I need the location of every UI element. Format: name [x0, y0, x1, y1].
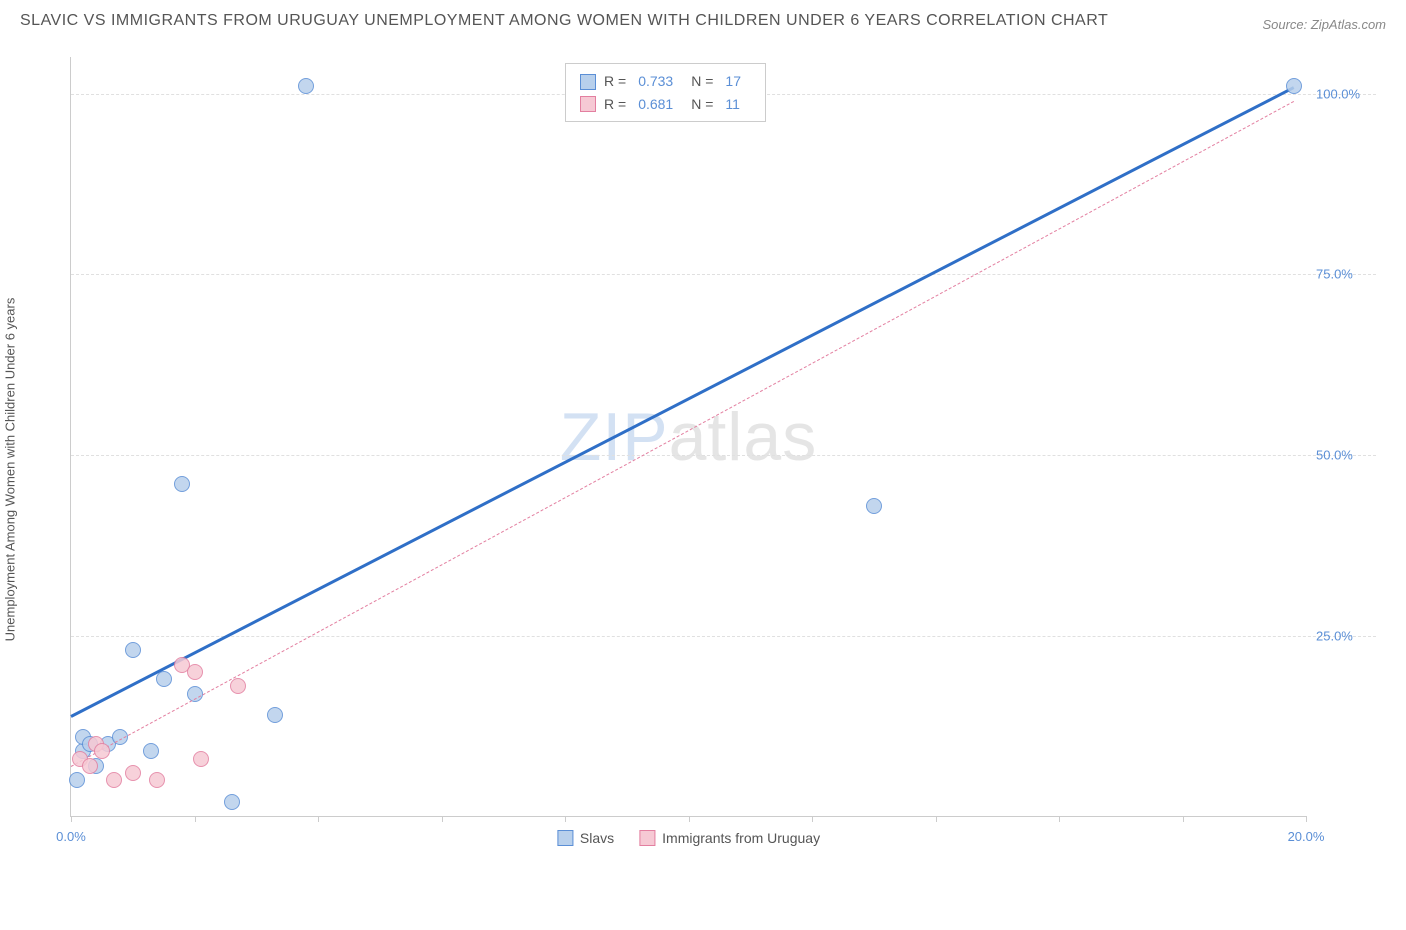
data-point	[187, 664, 203, 680]
data-point	[82, 758, 98, 774]
y-tick-label: 100.0%	[1316, 86, 1376, 101]
legend-n-value: 11	[725, 93, 740, 115]
data-point	[106, 772, 122, 788]
data-point	[193, 751, 209, 767]
grid-line	[71, 636, 1376, 637]
grid-line	[71, 274, 1376, 275]
y-axis-label: Unemployment Among Women with Children U…	[3, 298, 18, 642]
data-point	[69, 772, 85, 788]
data-point	[125, 765, 141, 781]
y-tick-label: 50.0%	[1316, 447, 1376, 462]
x-tick	[689, 816, 690, 822]
y-tick-label: 25.0%	[1316, 628, 1376, 643]
legend-n-label: N =	[691, 70, 713, 92]
y-tick-label: 75.0%	[1316, 267, 1376, 282]
legend-r-label: R =	[604, 93, 626, 115]
series-name: Slavs	[580, 830, 614, 846]
watermark-atlas: atlas	[669, 399, 818, 475]
x-tick	[442, 816, 443, 822]
x-tick	[936, 816, 937, 822]
legend-swatch	[557, 830, 573, 846]
x-tick	[1306, 816, 1307, 822]
data-point	[224, 794, 240, 810]
trend-line	[71, 101, 1294, 767]
grid-line	[71, 455, 1376, 456]
x-tick	[1183, 816, 1184, 822]
data-point	[230, 678, 246, 694]
x-tick	[195, 816, 196, 822]
legend-r-value: 0.733	[638, 70, 673, 92]
series-legend: Slavs Immigrants from Uruguay	[557, 830, 820, 846]
x-tick	[71, 816, 72, 822]
data-point	[1286, 78, 1302, 94]
x-tick	[565, 816, 566, 822]
data-point	[94, 743, 110, 759]
trend-line	[70, 86, 1294, 718]
x-tick	[812, 816, 813, 822]
legend-r-label: R =	[604, 70, 626, 92]
series-name: Immigrants from Uruguay	[662, 830, 820, 846]
legend-swatch	[580, 74, 596, 90]
data-point	[143, 743, 159, 759]
series-legend-item: Immigrants from Uruguay	[639, 830, 820, 846]
header: SLAVIC VS IMMIGRANTS FROM URUGUAY UNEMPL…	[0, 0, 1406, 37]
correlation-legend: R = 0.733 N = 17 R = 0.681 N = 11	[565, 63, 766, 122]
x-tick-label: 0.0%	[56, 829, 86, 844]
chart-title: SLAVIC VS IMMIGRANTS FROM URUGUAY UNEMPL…	[20, 10, 1108, 32]
data-point	[149, 772, 165, 788]
watermark: ZIPatlas	[560, 398, 817, 476]
data-point	[156, 671, 172, 687]
legend-r-value: 0.681	[638, 93, 673, 115]
legend-row: R = 0.681 N = 11	[580, 93, 751, 115]
data-point	[267, 707, 283, 723]
chart-container: Unemployment Among Women with Children U…	[20, 47, 1386, 877]
legend-n-value: 17	[725, 70, 741, 92]
legend-row: R = 0.733 N = 17	[580, 70, 751, 92]
x-tick-label: 20.0%	[1288, 829, 1325, 844]
series-legend-item: Slavs	[557, 830, 614, 846]
x-tick	[318, 816, 319, 822]
legend-swatch	[639, 830, 655, 846]
data-point	[298, 78, 314, 94]
data-point	[125, 642, 141, 658]
legend-n-label: N =	[691, 93, 713, 115]
data-point	[174, 476, 190, 492]
x-tick	[1059, 816, 1060, 822]
data-point	[866, 498, 882, 514]
source-attribution: Source: ZipAtlas.com	[1262, 17, 1386, 32]
legend-swatch	[580, 96, 596, 112]
plot-area: ZIPatlas 25.0%50.0%75.0%100.0%0.0%20.0%R…	[70, 57, 1306, 817]
